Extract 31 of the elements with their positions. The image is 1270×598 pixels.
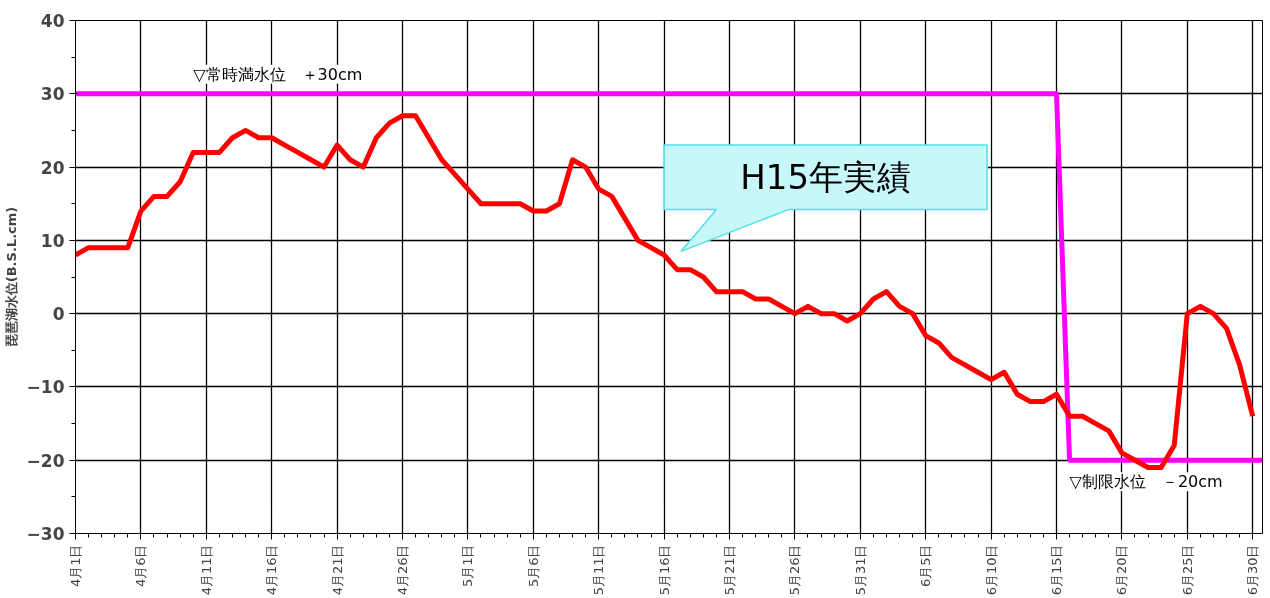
x-tick-label: 6月30日 <box>1245 544 1261 596</box>
x-tick-label: 5月31日 <box>852 544 868 596</box>
x-tick-label: 4月11日 <box>198 544 214 596</box>
y-tick-label: −30 <box>26 524 65 544</box>
y-tick-label: −20 <box>26 450 65 471</box>
y-axis-title: 琵琶湖水位(B.S.L.cm) <box>3 206 19 348</box>
x-tick-label: 4月16日 <box>264 544 280 596</box>
x-tick-label: 5月26日 <box>787 544 803 596</box>
x-tick-label: 5月16日 <box>656 544 672 596</box>
y-tick-label: 10 <box>40 230 65 251</box>
x-tick-label: 6月25日 <box>1179 544 1195 596</box>
x-tick-label: 5月1日 <box>460 544 476 588</box>
x-tick-label: 4月6日 <box>133 544 149 588</box>
text: H15年実績 <box>740 157 912 198</box>
y-tick-label: 30 <box>40 84 65 105</box>
y-tick-label: 20 <box>40 157 65 178</box>
y-tick-label: −10 <box>26 377 65 398</box>
x-tick-label: 4月1日 <box>68 544 83 588</box>
annotation: ▽制限水位 －20cm <box>1069 472 1223 492</box>
x-tick-label: 6月15日 <box>1048 544 1064 596</box>
x-tick-label: 6月10日 <box>983 544 999 596</box>
x-tick-label: 4月26日 <box>395 544 410 596</box>
x-tick-label: 6月5日 <box>918 544 934 588</box>
annotation: ▽常時満水位 ＋30cm <box>193 64 363 84</box>
x-tick-label: 4月21日 <box>329 544 345 596</box>
x-tick-label: 6月20日 <box>1114 544 1130 596</box>
y-tick-label: 0 <box>52 304 65 325</box>
x-tick-label: 5月11日 <box>591 544 607 596</box>
y-tick-label: 40 <box>40 11 65 31</box>
x-tick-label: 5月21日 <box>721 544 737 596</box>
x-tick-label: 5月6日 <box>525 544 541 588</box>
